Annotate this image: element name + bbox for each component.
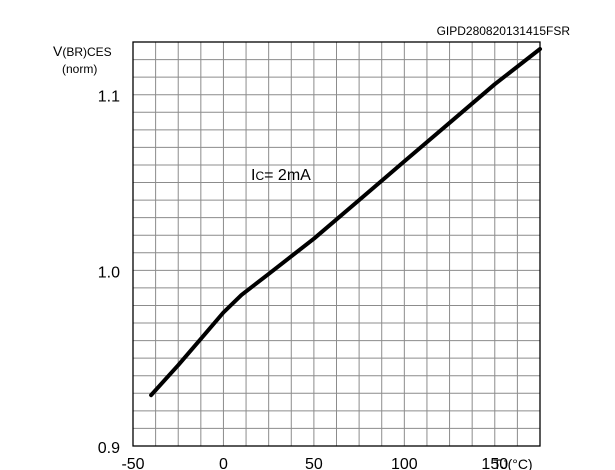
- series-layer: [149, 47, 542, 398]
- plot-frame: [132, 41, 541, 447]
- annotation-main: I: [251, 167, 255, 184]
- y-tick-label: 0.9: [98, 440, 120, 457]
- annotation-rest: = 2mA: [264, 167, 311, 184]
- y-axis-label-norm: (norm): [62, 62, 97, 76]
- x-tick-label: -50: [121, 456, 144, 470]
- x-tick-label: 100: [391, 456, 418, 470]
- y-axis-label: V(BR)CES: [53, 43, 112, 59]
- figure-code: GIPD280820131415FSR: [437, 24, 571, 38]
- annotation-sub: C: [255, 169, 264, 183]
- x-tick-label: 50: [305, 456, 323, 470]
- y-axis-label-main: V: [53, 43, 63, 59]
- page-header-strip: [0, 0, 615, 18]
- x-tick-label: 0: [219, 456, 228, 470]
- x-tick-label: 150: [481, 456, 508, 470]
- y-tick-label: 1.1: [98, 89, 120, 106]
- x-ticks: -50 0 50 100 150: [121, 456, 508, 470]
- y-axis-label-sub: (BR)CES: [62, 45, 111, 59]
- y-tick-label: 1.0: [98, 264, 120, 281]
- y-ticks: 0.9 1.0 1.1: [98, 89, 120, 457]
- x-axis-label-main: T: [493, 456, 502, 470]
- x-axis-label-sub: J: [502, 458, 508, 470]
- annotation-ic: IC= 2mA: [251, 167, 311, 184]
- x-axis-label-unit: (°C): [508, 456, 533, 470]
- x-axis-label: TJ(°C): [493, 456, 533, 470]
- grid: [133, 42, 540, 446]
- series-line-0: [149, 47, 542, 398]
